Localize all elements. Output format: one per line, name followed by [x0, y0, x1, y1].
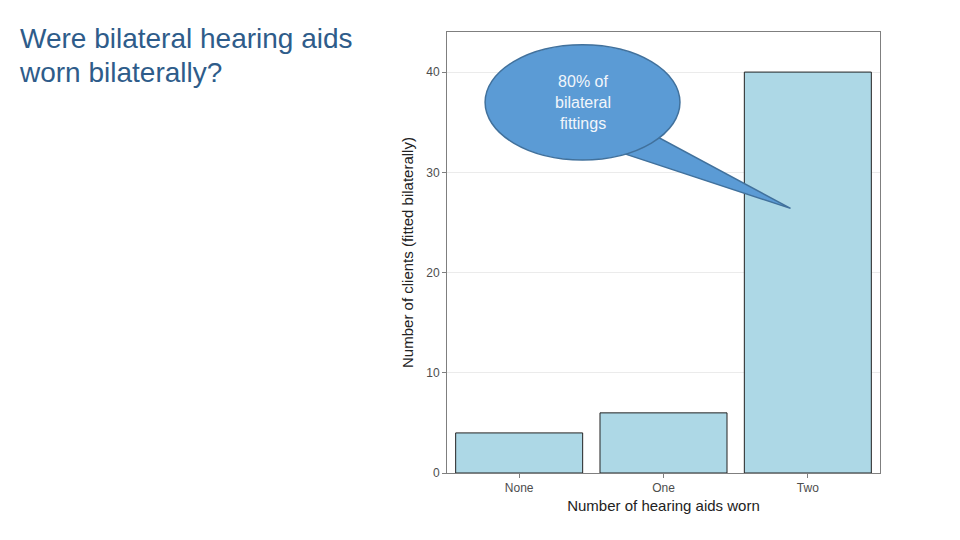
svg-text:0: 0: [433, 466, 440, 480]
svg-text:40: 40: [426, 65, 440, 79]
svg-text:Number of clients (fitted bila: Number of clients (fitted bilaterally): [399, 137, 416, 368]
html-text:Were bilateral hearing aids wo: Were bilateral hearing aids worn bilater…: [20, 23, 353, 88]
svg-text:Two: Two: [797, 481, 819, 495]
svg-text:30: 30: [426, 166, 440, 180]
svg-text:Number of hearing aids worn: Number of hearing aids worn: [567, 497, 760, 514]
svg-text:20: 20: [426, 266, 440, 280]
svg-text:None: None: [505, 481, 534, 495]
svg-text:One: One: [652, 481, 675, 495]
svg-text:10: 10: [426, 366, 440, 380]
svg-text:80% ofbilateralfittings: 80% ofbilateralfittings: [555, 73, 611, 132]
